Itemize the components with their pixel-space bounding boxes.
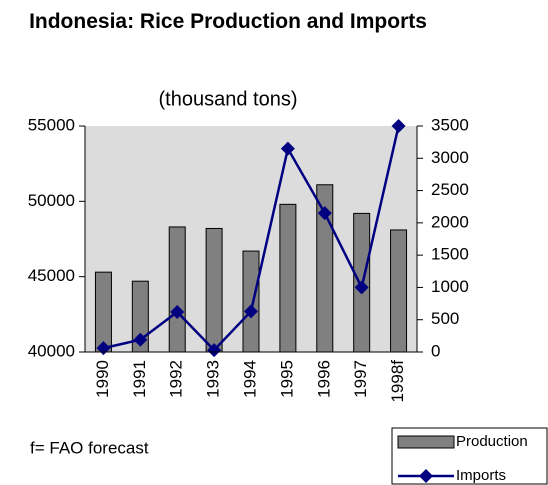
x-tick-label: 1990 (93, 360, 112, 398)
y2-tick-label: 2500 (431, 180, 469, 199)
marker (207, 343, 222, 358)
y-tick-label: 55000 (28, 115, 75, 134)
marker (317, 206, 332, 221)
marker (244, 304, 258, 319)
y2-tick-label: 1500 (431, 245, 469, 264)
x-tick-label: 1993 (204, 360, 223, 398)
y2-tick-label: 3500 (431, 115, 469, 134)
legend-marker (419, 469, 433, 483)
x-tick-label: 1995 (277, 360, 296, 398)
legend-label: Imports (456, 467, 506, 484)
bar (205, 227, 223, 353)
marker (133, 332, 148, 347)
bar (390, 229, 408, 353)
bar (168, 226, 186, 353)
y-tick-label: 40000 (28, 341, 75, 360)
marker (170, 304, 185, 319)
x-tick-label: 1998f (388, 360, 407, 403)
y-tick-label: 45000 (28, 266, 75, 285)
y2-tick-label: 1000 (431, 277, 469, 296)
bar (279, 203, 297, 353)
y2-tick-label: 2000 (431, 212, 469, 231)
marker (391, 119, 406, 133)
x-tick-label: 1992 (167, 360, 186, 398)
marker (280, 141, 295, 156)
x-tick-label: 1991 (130, 360, 149, 398)
y-tick-label: 50000 (28, 191, 75, 210)
x-tick-label: 1994 (240, 360, 259, 398)
chart-subtitle: (thousand tons) (159, 88, 298, 110)
x-tick-label: 1996 (314, 360, 333, 398)
x-tick-label: 1997 (351, 360, 370, 398)
marker (354, 280, 369, 295)
legend-label: Production (456, 433, 528, 450)
legend-swatch (397, 435, 455, 449)
bar (242, 250, 260, 353)
y2-tick-label: 0 (431, 341, 440, 360)
y2-tick-label: 500 (431, 309, 459, 328)
y2-tick-label: 3000 (431, 148, 469, 167)
bar (94, 271, 112, 353)
annotation: f= FAO forecast (30, 438, 149, 457)
chart-title: Indonesia: Rice Production and Imports (29, 10, 427, 33)
